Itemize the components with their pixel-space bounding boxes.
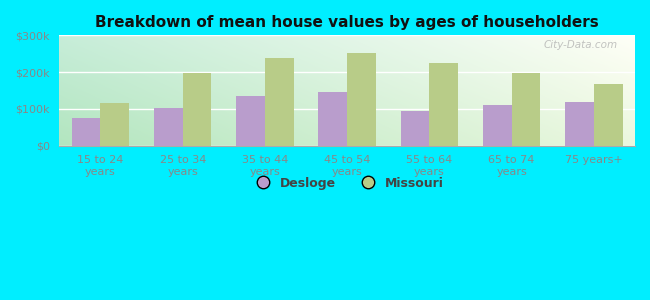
Bar xyxy=(483,104,512,146)
Title: Breakdown of mean house values by ages of householders: Breakdown of mean house values by ages o… xyxy=(96,15,599,30)
Bar xyxy=(594,84,623,146)
Bar xyxy=(430,63,458,146)
Bar xyxy=(565,102,594,146)
Bar xyxy=(400,111,430,146)
Bar xyxy=(154,108,183,146)
Bar xyxy=(347,52,376,146)
Bar xyxy=(183,73,211,146)
Bar xyxy=(318,92,347,146)
Bar xyxy=(101,103,129,146)
Bar xyxy=(512,73,540,146)
Legend: Desloge, Missouri: Desloge, Missouri xyxy=(245,172,449,195)
Text: City-Data.com: City-Data.com xyxy=(543,40,618,50)
Bar xyxy=(72,118,101,146)
Bar xyxy=(236,96,265,146)
Bar xyxy=(265,58,294,146)
